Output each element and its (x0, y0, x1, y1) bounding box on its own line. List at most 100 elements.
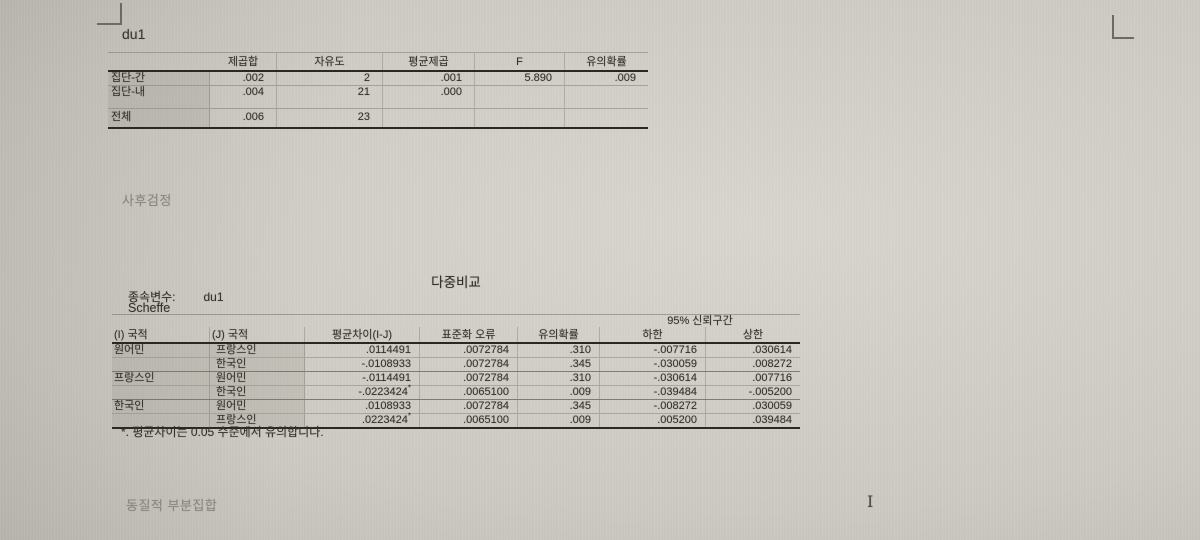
mc-cell-sig: .345 (518, 358, 600, 371)
anova-cell-f: 5.890 (475, 72, 565, 85)
mc-cell-diff: .0108933 (305, 400, 420, 413)
anova-cell-ss: .006 (210, 109, 277, 127)
mc-cell-sig: .009 (518, 386, 600, 399)
mc-cell-lower: -.030059 (600, 358, 706, 371)
mc-col-header-upper: 상한 (742, 329, 764, 341)
mc-cell-j: 한국인 (210, 358, 305, 371)
mc-cell-se: .0072784 (420, 344, 518, 357)
mc-diff-star: * (407, 383, 411, 393)
mc-cell-se: .0072784 (420, 372, 518, 385)
mc-data-row: 한국인 -.0108933 .0072784 .345 -.030059 .00… (112, 357, 800, 371)
anova-col-header-ms: 평균제곱 (383, 53, 475, 70)
anova-col-header-sig: 유의확률 (586, 56, 627, 68)
mc-cell-upper: .039484 (752, 414, 792, 426)
anova-row-within: 집단-내 .004 21 .000 (108, 85, 648, 99)
anova-cell-ms: .000 (383, 86, 475, 99)
mc-cell-i: 한국인 (112, 400, 210, 413)
mc-diff-value: .0114491 (365, 344, 411, 356)
mc-ci-span-header: 95% 신뢰구간 (667, 315, 733, 327)
mc-col-header-diff: 평균차이(I-J) (305, 327, 420, 342)
mc-col-header-lower: 하한 (600, 327, 706, 342)
mc-data-row: 프랑스인 .0223424* .0065100 .009 .005200 .03… (112, 411, 800, 427)
mc-cell-j: 한국인 (210, 386, 305, 399)
mc-data-row: 원어민 프랑스인 .0114491 .0072784 .310 -.007716… (112, 344, 800, 357)
mc-cell-i: 원어민 (112, 344, 210, 357)
anova-cell-ms (383, 109, 475, 127)
page-margin-corner-top-left-icon (97, 3, 122, 25)
anova-header-empty (108, 53, 210, 70)
mc-cell-upper: .030059 (752, 400, 792, 412)
mc-cell-j: 프랑스인 (210, 344, 305, 357)
mc-cell-se: .0065100 (420, 414, 518, 427)
dependent-variable-value: du1 (203, 290, 224, 304)
mc-ci-span-row: 95% 신뢰구간 (112, 315, 800, 327)
mc-cell-j: 원어민 (210, 400, 305, 413)
mc-cell-se: .0065100 (420, 386, 518, 399)
anova-row-between: 집단-간 .002 2 .001 5.890 .009 (108, 72, 648, 85)
mc-cell-lower: .005200 (600, 414, 706, 427)
anova-cell-sig (565, 109, 648, 127)
anova-spacer-cell (210, 99, 277, 108)
anova-cell-ss: .004 (210, 86, 277, 99)
mc-cell-lower: -.007716 (600, 344, 706, 357)
mc-header-row: (I) 국적 (J) 국적 평균차이(I-J) 표준화 오류 유의확률 하한 상… (112, 327, 800, 344)
anova-cell-ss: .002 (210, 72, 277, 85)
mc-cell-lower: -.030614 (600, 372, 706, 385)
mc-cell-diff: -.0114491 (305, 372, 420, 385)
anova-spacer-cell (383, 99, 475, 108)
mc-cell-upper: .007716 (752, 372, 792, 384)
mc-cell-se: .0072784 (420, 358, 518, 371)
mc-col-header-j: (J) 국적 (210, 327, 305, 342)
anova-cell-sig (565, 86, 648, 99)
mc-diff-value: .0108933 (365, 400, 411, 412)
anova-row-label: 집단-내 (108, 86, 210, 99)
dependent-variable-line: 종속변수: du1 (128, 288, 224, 305)
anova-header-row: 제곱합 자유도 평균제곱 F 유의확률 (108, 52, 648, 72)
anova-spacer-cell (277, 99, 383, 108)
mc-cell-diff: -.0223424* (305, 383, 420, 399)
mc-cell-diff: .0114491 (305, 344, 420, 357)
mc-cell-j: 프랑스인 (210, 414, 305, 427)
text-cursor-icon: I (867, 492, 874, 511)
anova-cell-df: 2 (277, 72, 383, 85)
mc-cell-j: 원어민 (210, 372, 305, 385)
page-margin-corner-top-right-icon (1112, 15, 1134, 39)
mc-diff-star: * (407, 411, 411, 421)
mc-cell-i (112, 386, 210, 399)
mc-data-row: 한국인 -.0223424* .0065100 .009 -.039484 -.… (112, 383, 800, 399)
mc-cell-sig: .009 (518, 414, 600, 427)
anova-cell-sig: .009 (614, 72, 636, 84)
homogeneous-subsets-heading: 동질적 부분집합 (126, 498, 218, 513)
anova-cell-f (475, 109, 565, 127)
mc-diff-value: -.0108933 (361, 358, 411, 370)
anova-cell-ms: .001 (383, 72, 475, 85)
mc-cell-upper: .008272 (752, 358, 792, 370)
anova-cell-f (475, 86, 565, 99)
anova-col-header-f: F (475, 53, 565, 70)
anova-spacer-cell (475, 99, 565, 108)
mc-cell-lower: -.008272 (600, 400, 706, 413)
dependent-variable-label: 종속변수: (128, 290, 176, 304)
anova-cell-df: 23 (277, 109, 383, 127)
anova-table: 제곱합 자유도 평균제곱 F 유의확률 집단-간 .002 2 .001 5.8… (108, 52, 648, 129)
anova-col-header-df: 자유도 (277, 53, 383, 70)
anova-spacer-cell (565, 99, 648, 108)
mc-cell-i (112, 358, 210, 371)
mc-ci-span-empty (112, 315, 600, 327)
posthoc-method-label: Scheffe (128, 301, 171, 315)
mc-col-header-se: 표준화 오류 (420, 327, 518, 342)
mc-diff-value: -.0223424 (358, 386, 408, 398)
mc-cell-i (112, 414, 210, 427)
mc-data-row: 한국인 원어민 .0108933 .0072784 .345 -.008272 … (112, 399, 800, 413)
anova-row-total: 전체 .006 23 (108, 108, 648, 129)
anova-row-label: 집단-간 (108, 72, 210, 85)
mc-cell-sig: .310 (518, 372, 600, 385)
mc-col-header-i: (I) 국적 (112, 327, 210, 342)
multiple-comparison-title: 다중비교 (431, 275, 481, 290)
multiple-comparison-table: 95% 신뢰구간 (I) 국적 (J) 국적 평균차이(I-J) 표준화 오류 … (112, 314, 800, 429)
anova-table-title: du1 (122, 26, 146, 42)
mc-cell-se: .0072784 (420, 400, 518, 413)
anova-cell-df: 21 (277, 86, 383, 99)
anova-col-header-ss: 제곱합 (210, 53, 277, 70)
mc-cell-upper: .030614 (752, 344, 792, 356)
